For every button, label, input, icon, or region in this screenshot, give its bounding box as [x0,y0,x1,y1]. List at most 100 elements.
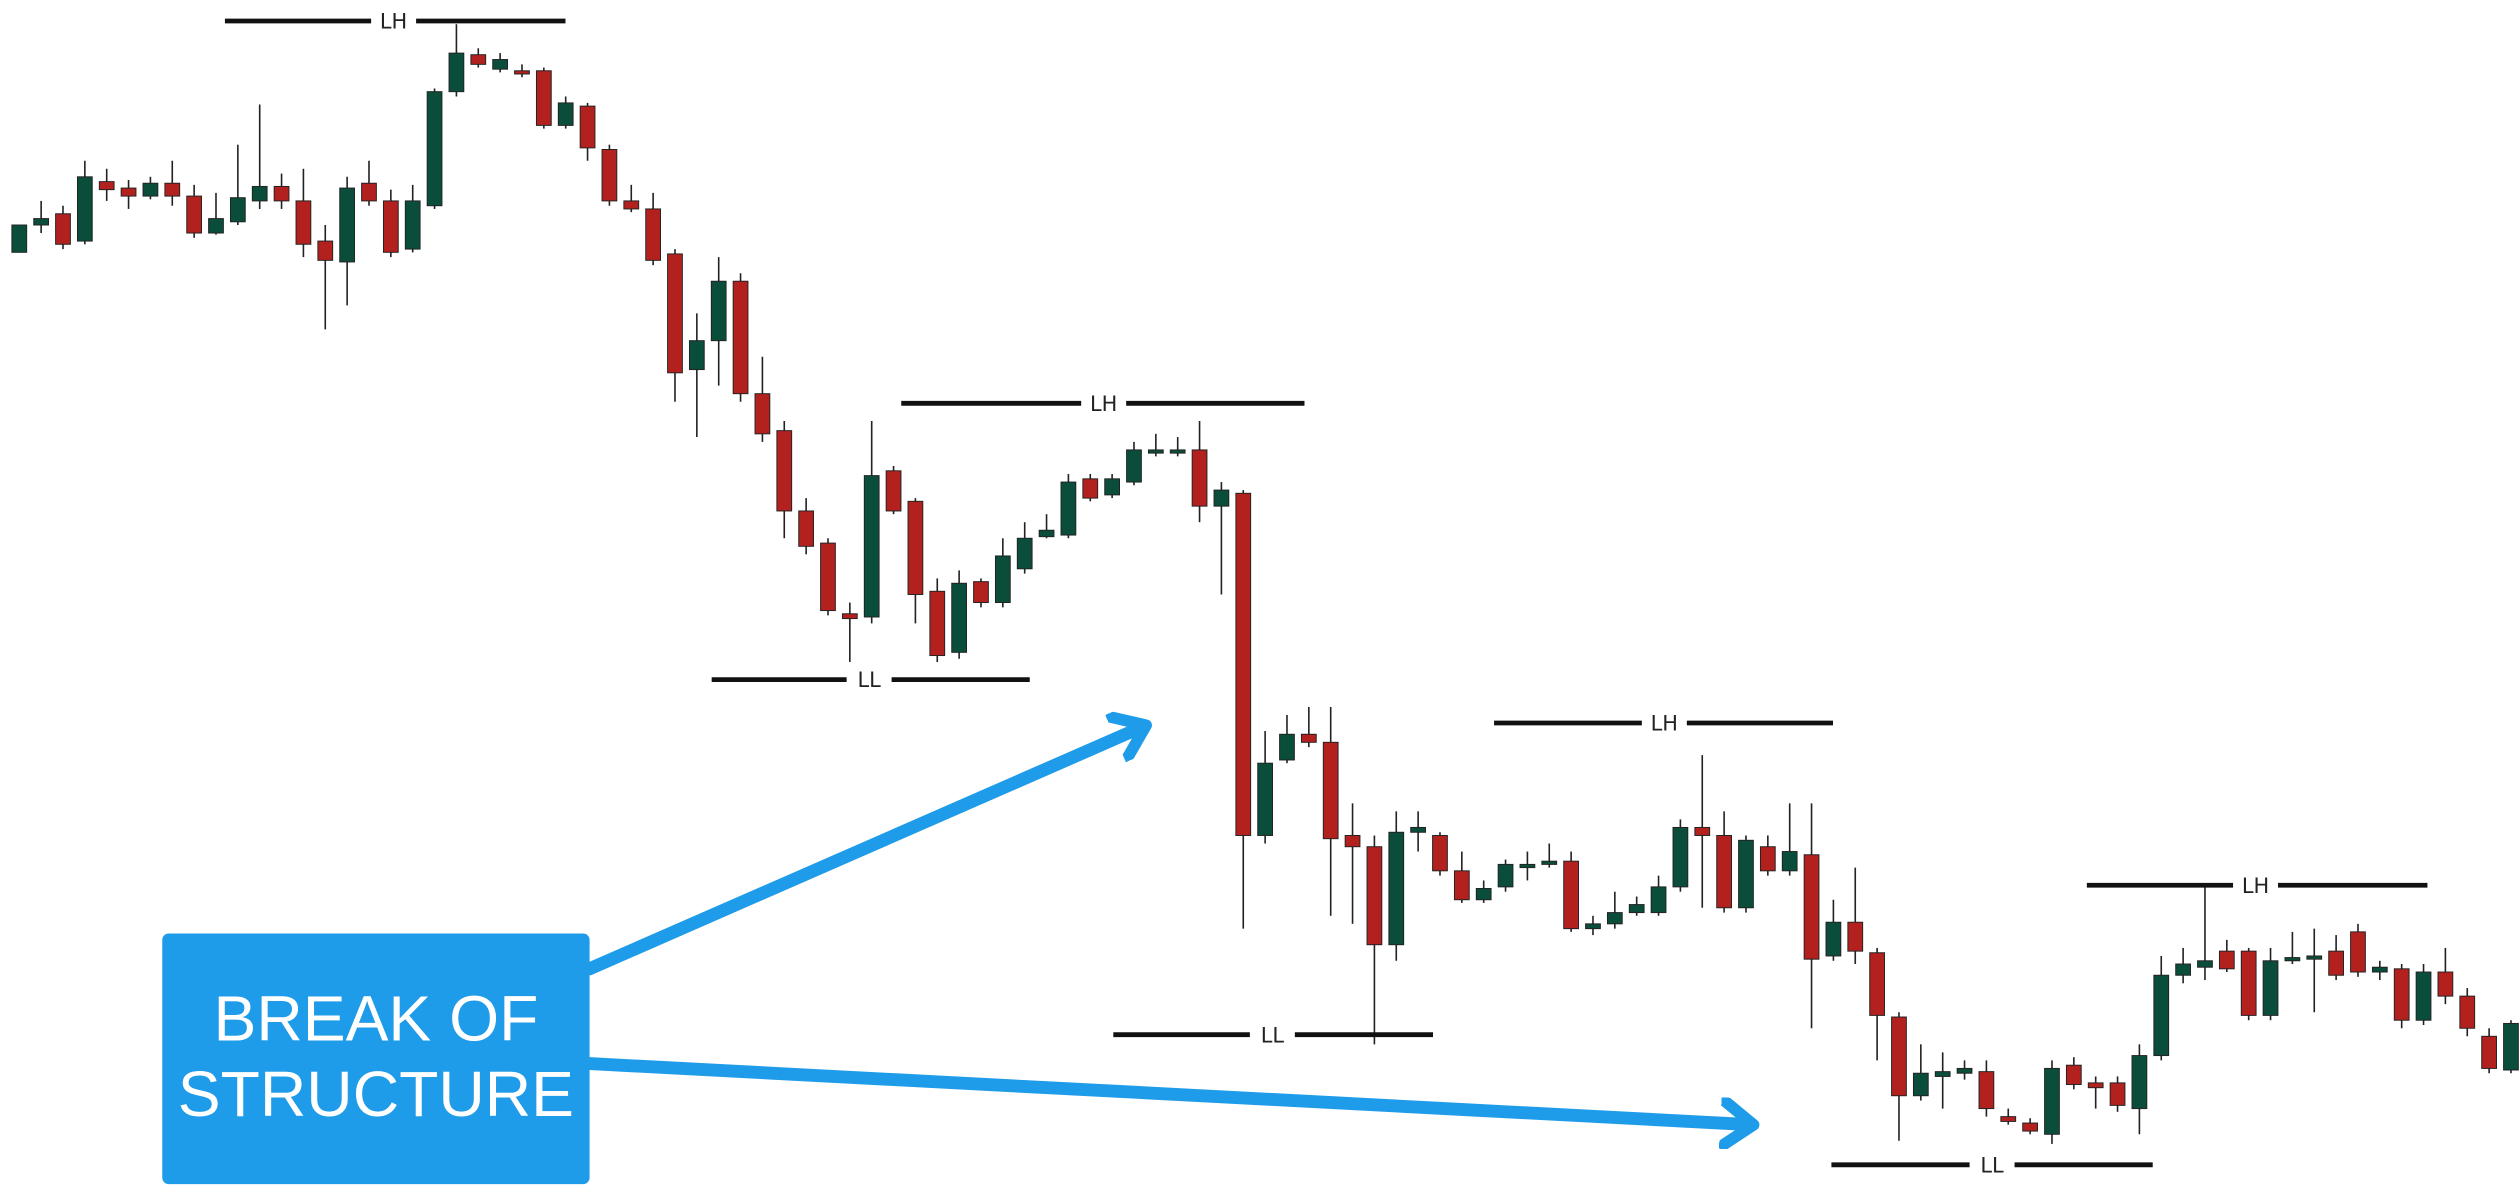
candle-body [1738,839,1754,909]
candle-body [1781,851,1798,872]
candle-body [1213,489,1230,507]
callout-text: STRUCTURE [178,1058,574,1130]
candle-body [1978,1071,1995,1110]
candle-body [2000,1116,2017,1122]
candle-body [667,253,683,374]
candle-body [1235,492,1252,836]
candle-body [1060,481,1077,536]
candle-body [2415,971,2432,1021]
candle-body [2065,1064,2082,1085]
candle-body [2371,966,2388,973]
candle-body [754,393,771,435]
candle-body [1563,860,1579,930]
candle-body [1934,1071,1951,1077]
candle-body [1628,904,1645,914]
candle-body [1869,952,1885,1016]
candle-body [776,430,793,512]
candle-body [492,59,509,70]
candle-body [1694,826,1711,836]
candle-body [1825,921,1842,957]
candle-body [317,240,334,261]
candle-body [76,176,93,242]
candle-body [863,475,880,618]
candle-body [1497,863,1514,888]
level-label: LH [1651,712,1678,736]
candle-body [1475,888,1492,901]
candle-body [2175,963,2191,976]
candle-body [1541,860,1558,865]
callout-box [162,933,590,1185]
candle-body [470,54,487,65]
candle-body [535,70,552,126]
candle-body [2459,995,2476,1029]
candle-body [273,185,290,202]
candle-body [229,197,246,223]
candle-body [2503,1022,2519,1071]
candle-body [2153,974,2170,1057]
candle-body [1803,854,1820,960]
candle-body [339,187,356,263]
candle-body [579,105,596,149]
level-label: LL [1980,1153,2004,1177]
candle-body [2262,960,2279,1016]
candle-body [2284,957,2301,962]
candle-body [1038,529,1055,538]
candle-body [382,200,399,253]
candle-body [2087,1082,2104,1089]
candle-body [186,195,203,234]
callout-text: BREAK OF [213,982,538,1054]
level-label: LL [857,668,881,692]
candle-body [1344,834,1361,848]
level-label: LH [1090,392,1117,416]
candle-body [994,555,1011,604]
candle-body [841,613,858,620]
candle-body [951,582,967,653]
candle-body [907,500,924,595]
candle-body [1519,863,1536,869]
candle-body [1147,449,1164,454]
candle-body [295,200,312,245]
candle-body [1716,834,1732,909]
candle-body [361,182,377,202]
candle-body [623,200,640,210]
candle-body [1759,846,1776,872]
candle-body [1606,912,1623,925]
candle-body [2218,950,2235,970]
candle-body [1388,831,1405,946]
candle-body [688,340,705,371]
candle-body [820,542,836,612]
candle-body [1453,870,1470,901]
candle-body [1279,733,1295,761]
candle-body [1126,449,1142,483]
candle-body [1322,741,1339,840]
candle-body [2044,1067,2060,1135]
candle-body [426,91,443,207]
candle-body [601,149,618,202]
candle-body [2393,968,2410,1021]
candle-body [142,182,159,197]
candle-body [1016,537,1033,570]
candle-body [251,185,268,202]
candle-body [1257,762,1273,836]
candle-body [2131,1055,2148,1110]
candle-body [1169,449,1186,454]
candle-body [2481,1035,2497,1069]
candle-body [2240,950,2257,1016]
candle-body [514,70,530,75]
swing-levels: LH LH LL LL LH LH LL [224,10,2428,1177]
candle-body [1847,921,1864,952]
arrow [583,1057,1752,1125]
candle-body [2350,931,2366,973]
candle-body [11,224,28,253]
candle-body [1912,1072,1929,1097]
candle-body [1585,923,1601,930]
candle-body [1300,733,1317,743]
candle-body [2328,950,2344,976]
candle-body [798,510,814,547]
candle-body [55,213,71,245]
candle-body [973,581,989,604]
level-label: LH [2242,874,2269,898]
candle-body [732,280,749,395]
